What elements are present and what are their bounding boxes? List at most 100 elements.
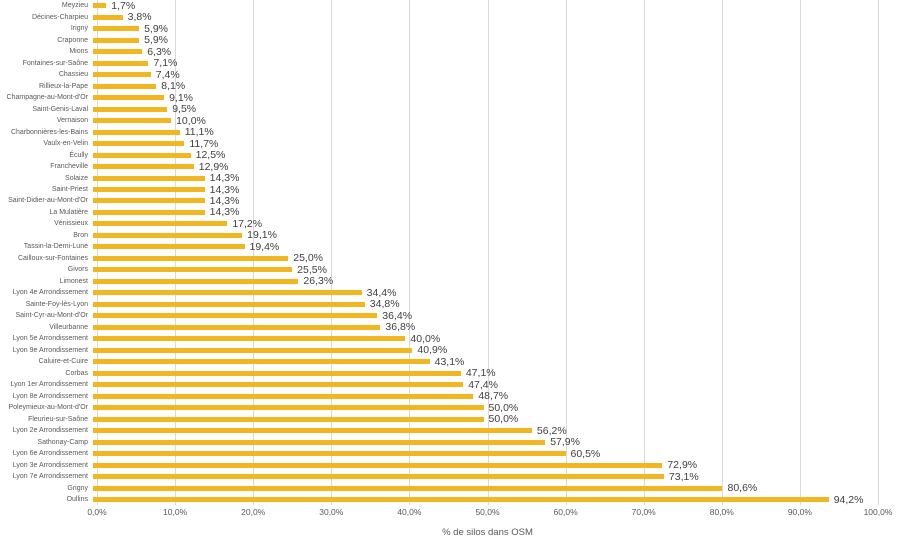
bar-row: Vernaison 10,0%	[0, 115, 906, 127]
bar-row: Rillieux-la-Pape 8,1%	[0, 80, 906, 92]
category-label: Solaize	[65, 174, 88, 182]
gridlines	[97, 0, 879, 505]
x-tick-label: 40,0%	[397, 507, 422, 517]
x-tick-label: 0,0%	[87, 507, 107, 517]
bar	[93, 393, 474, 399]
bar-row: Irigny 5,9%	[0, 23, 906, 35]
category-label: Saint-Priest	[51, 185, 88, 193]
value-label: 12,5%	[195, 149, 226, 162]
value-label: 34,4%	[366, 286, 397, 299]
category-label: Charbonnières-les-Bains	[10, 128, 88, 136]
bar	[93, 232, 243, 238]
value-label: 14,3%	[209, 172, 240, 185]
bar	[93, 83, 157, 89]
bar-row: Chassieu 7,4%	[0, 68, 906, 81]
bar-row: Sainte-Foy-lès-Lyon 34,8%	[0, 298, 906, 310]
category-label: Lyon 4e Arrondissement	[12, 289, 88, 297]
value-label: 50,0%	[488, 401, 519, 414]
bar-row: Champagne-au-Mont-d'Or 9,1%	[0, 92, 906, 104]
value-label: 12,9%	[198, 160, 229, 173]
gridline	[721, 0, 723, 505]
bar	[93, 416, 484, 422]
category-label: Lyon 5e Arrondissement	[12, 335, 88, 343]
bar-row: Bron 19,1%	[0, 229, 906, 241]
category-label: Vaulx-en-Velin	[43, 140, 88, 148]
bar-row: Lyon 4e Arrondissement 34,4%	[0, 286, 906, 299]
value-label: 14,3%	[209, 194, 240, 207]
value-label: 36,4%	[382, 309, 413, 322]
gridline	[97, 0, 98, 505]
bar	[93, 198, 205, 204]
bar-row: Saint-Cyr-au-Mont-d'Or 36,4%	[0, 309, 906, 322]
category-label: Lyon 2e Arrondissement	[12, 427, 88, 435]
value-label: 43,1%	[434, 355, 465, 368]
bar	[93, 359, 430, 365]
bar	[93, 290, 362, 296]
category-label: Corbas	[65, 369, 88, 377]
bar-row: Saint-Genis-Laval 9,5%	[0, 103, 906, 115]
bar	[93, 462, 663, 468]
bar-row: Solaize 14,3%	[0, 172, 906, 185]
value-label: 14,3%	[209, 206, 240, 219]
value-label: 5,9%	[144, 34, 169, 47]
bar-row: Lyon 1er Arrondissement 47,4%	[0, 379, 906, 391]
bar-row: Limonest 26,3%	[0, 275, 906, 287]
bar	[93, 405, 484, 411]
gridline	[643, 0, 645, 505]
bar	[93, 221, 228, 227]
value-label: 6,3%	[147, 45, 172, 58]
category-label: Saint-Cyr-au-Mont-d'Or	[15, 312, 88, 320]
bar-row: Givors 25,5%	[0, 264, 906, 276]
value-label: 19,4%	[249, 240, 280, 253]
gridline	[878, 0, 879, 505]
category-label: Villeurbanne	[49, 323, 88, 331]
bar	[93, 152, 191, 158]
category-label: Lyon 3e Arrondissement	[12, 461, 88, 469]
category-label: Rillieux-la-Pape	[38, 82, 88, 90]
bar	[93, 49, 143, 55]
x-axis-title: % de silos dans OSM	[442, 527, 533, 538]
bar-row: Vénissieux 17,2%	[0, 218, 906, 230]
bar	[93, 60, 149, 66]
bar-row: Meyzieu 1,7%	[0, 0, 906, 12]
gridline	[253, 0, 255, 505]
bar	[93, 370, 461, 376]
value-label: 11,1%	[184, 126, 214, 139]
value-label: 1,7%	[111, 0, 136, 12]
category-label: Lyon 9e Arrondissement	[12, 346, 88, 354]
bar-row: Mions 6,3%	[0, 45, 906, 58]
bar	[93, 267, 293, 273]
category-label: Oullins	[66, 496, 88, 504]
category-label: Saint-Didier-au-Mont-d'Or	[8, 197, 88, 205]
value-label: 48,7%	[478, 390, 509, 403]
bar	[93, 72, 151, 78]
bar	[93, 95, 165, 101]
category-label: Francheville	[50, 163, 88, 171]
category-label: Fontaines-sur-Saône	[22, 59, 88, 67]
bar-row: Caluire-et-Cuire 43,1%	[0, 355, 906, 368]
category-label: Limonest	[59, 277, 88, 285]
value-label: 7,4%	[155, 68, 180, 81]
value-label: 3,8%	[127, 11, 152, 24]
bar	[93, 278, 299, 284]
category-label: Vénissieux	[54, 220, 88, 228]
value-label: 56,2%	[536, 424, 567, 437]
value-label: 7,1%	[153, 57, 178, 70]
value-label: 72,9%	[667, 459, 698, 472]
bar-row: Lyon 5e Arrondissement 40,0%	[0, 333, 906, 345]
bar-row: Lyon 8e Arrondissement 48,7%	[0, 390, 906, 403]
category-label: Tassin-la-Demi-Lune	[23, 243, 88, 251]
bar	[93, 175, 205, 181]
bar-row: Saint-Priest 14,3%	[0, 183, 906, 196]
bar	[93, 3, 107, 9]
category-label: Givors	[67, 266, 88, 274]
bar	[93, 141, 185, 147]
value-label: 25,0%	[293, 252, 324, 265]
value-label: 14,3%	[209, 183, 240, 196]
category-label: Craponne	[57, 36, 88, 44]
gridline	[409, 0, 411, 505]
gridline	[799, 0, 801, 505]
bar-row: Corbas 47,1%	[0, 367, 906, 379]
category-label: Saint-Genis-Laval	[32, 105, 88, 113]
bar	[93, 26, 140, 32]
